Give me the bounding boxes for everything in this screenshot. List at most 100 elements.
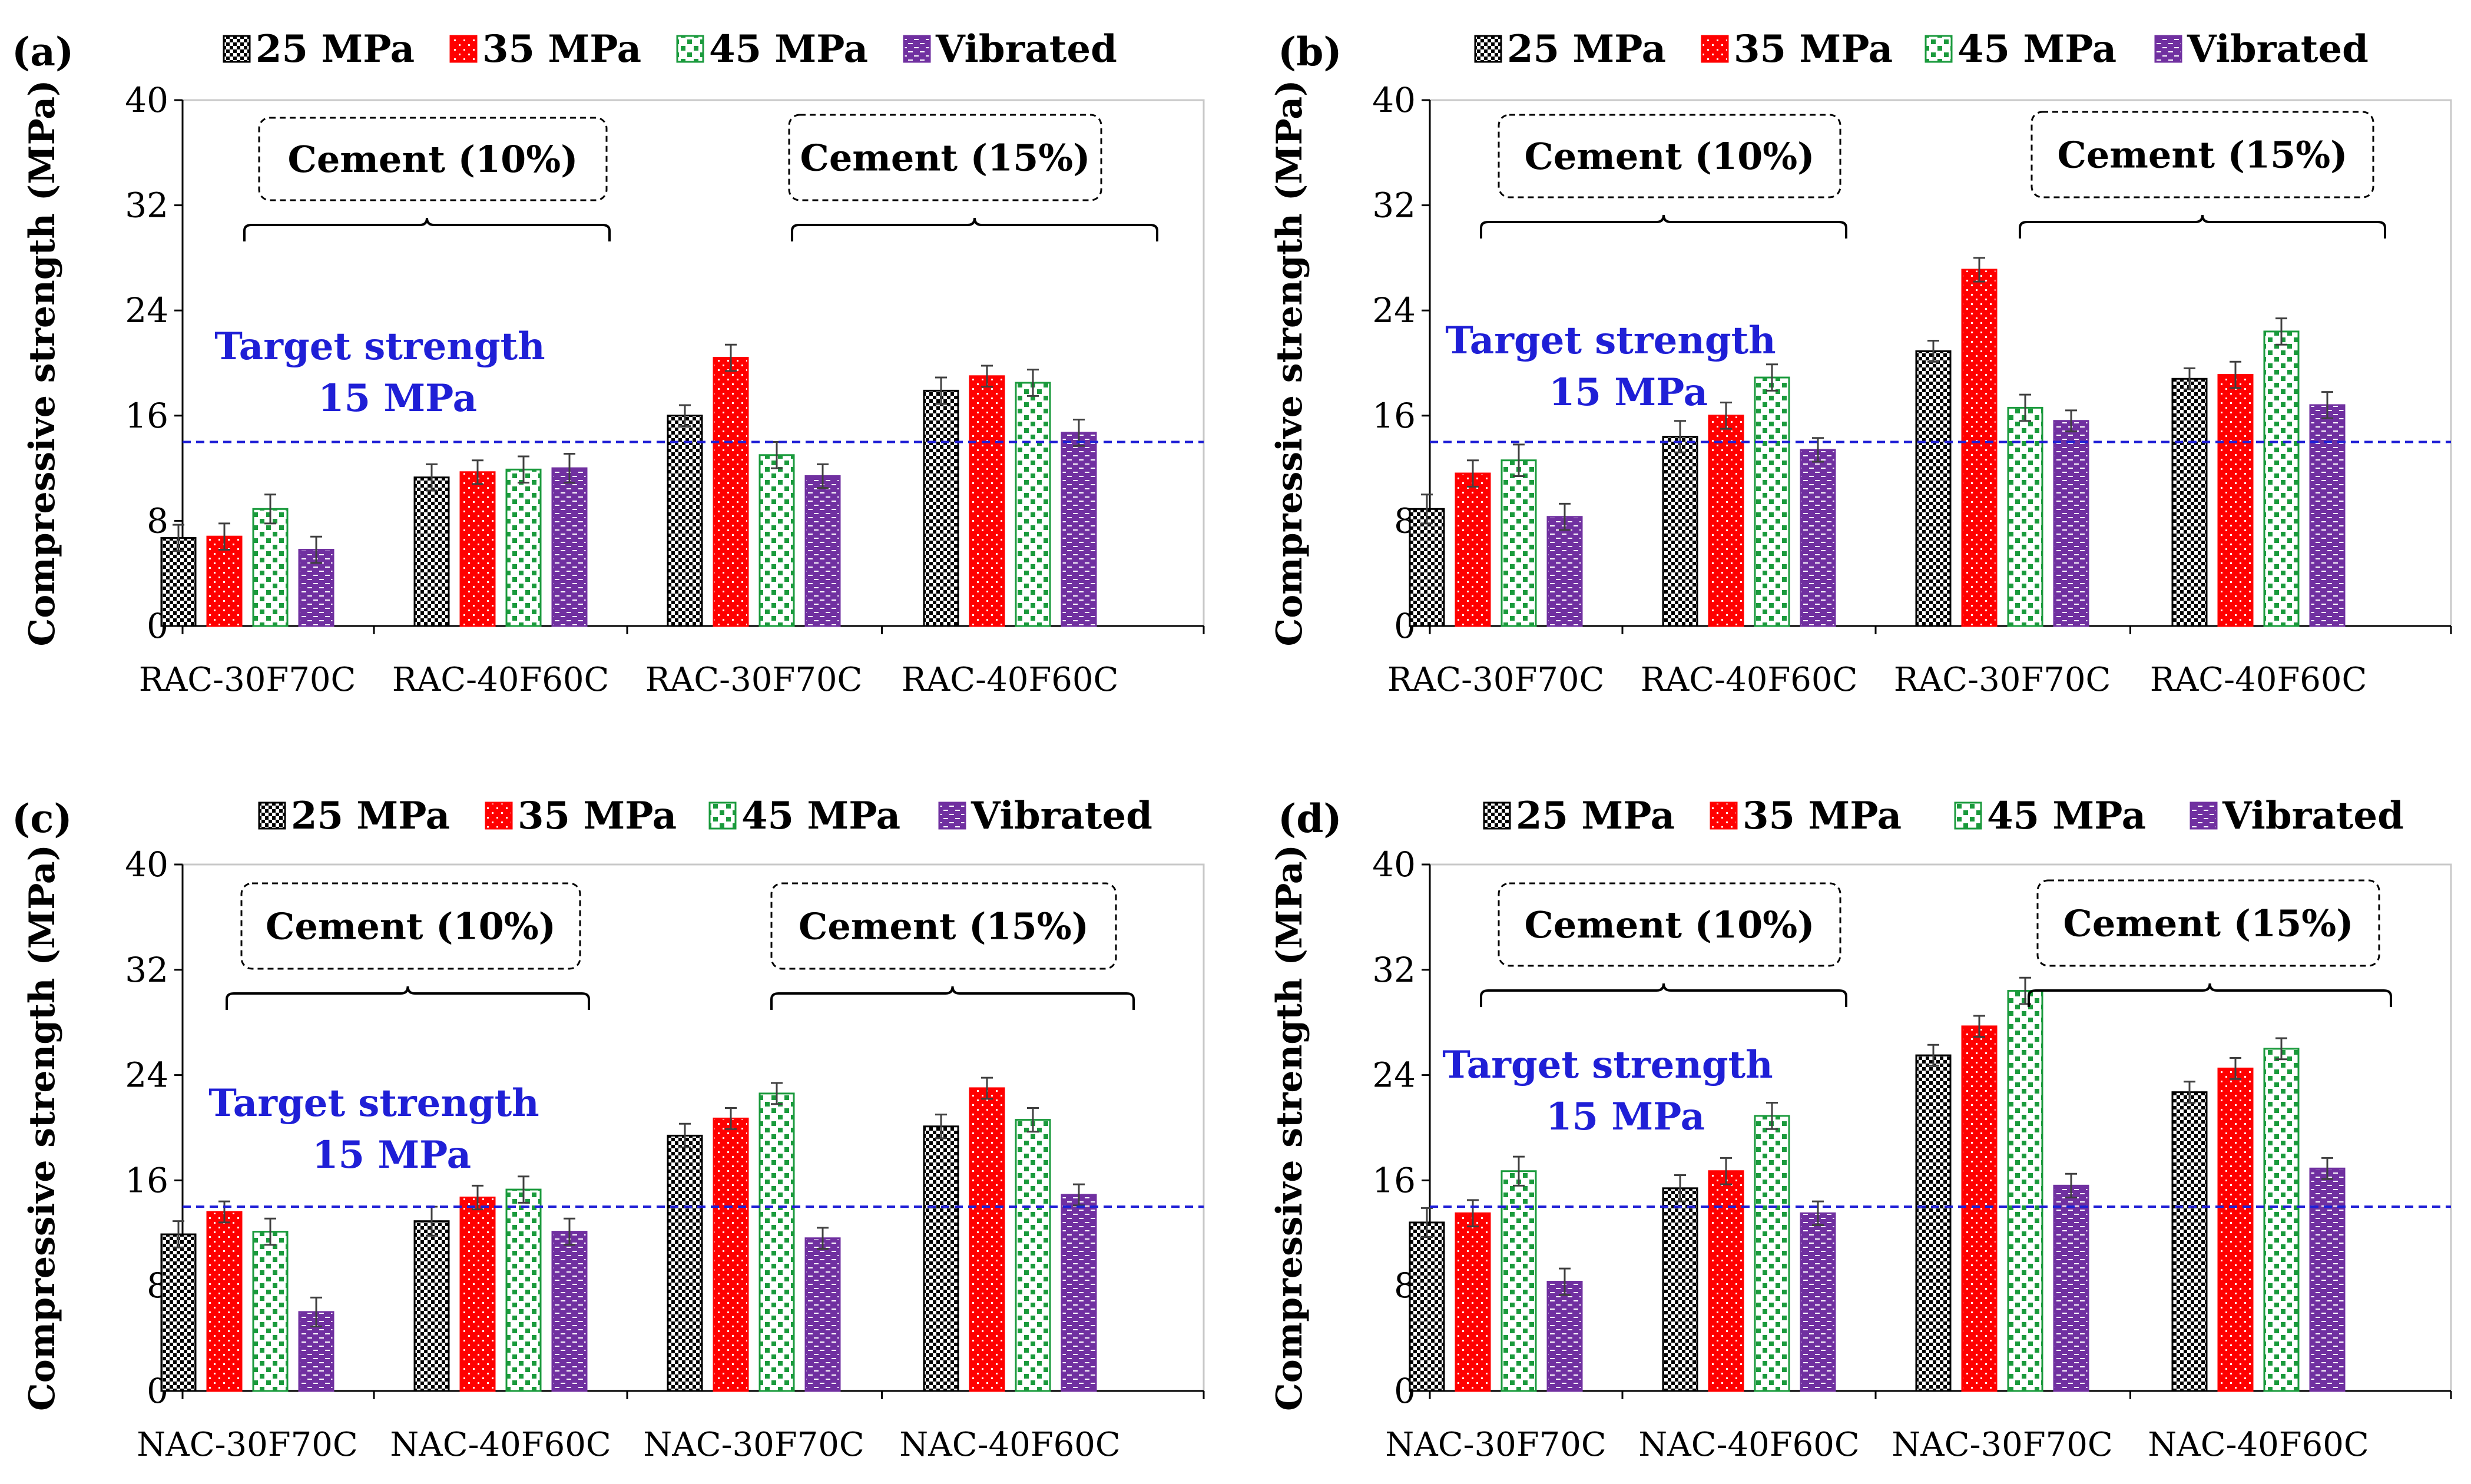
target-value-label: 15 MPa: [1546, 1095, 1705, 1139]
bar-25-mpa: [1662, 436, 1698, 627]
legend-swatch-1: [485, 801, 513, 830]
bar-45-mpa: [758, 454, 795, 627]
bar-vibrated: [551, 467, 588, 627]
y-tick-label: 24: [1372, 290, 1416, 330]
x-tick-label: RAC-30F70C: [645, 661, 863, 699]
bar-35-mpa: [1708, 415, 1744, 627]
legend-swatch-2: [676, 35, 704, 63]
bar-25-mpa: [1662, 1187, 1698, 1392]
legend-label: 45 MPa: [709, 27, 868, 71]
group-brace: [1480, 214, 1847, 238]
x-tick-label: RAC-40F60C: [392, 661, 610, 699]
bar-25-mpa: [160, 1233, 197, 1392]
x-tick-label: RAC-30F70C: [139, 661, 356, 699]
group-label: Cement (15%): [799, 905, 1089, 948]
y-tick-label: 40: [125, 844, 168, 885]
chart-panel-c: (c) 25 MPa 35 MPa 45 MPa Vibrated0816243240C…: [12, 794, 1205, 1464]
group-box: [1498, 882, 1841, 967]
target-value-label: 15 MPa: [312, 1133, 471, 1177]
bar-vibrated: [804, 1237, 841, 1392]
group-brace: [2028, 983, 2392, 1007]
y-tick-label: 40: [125, 80, 168, 120]
legend-label: 25 MPa: [1516, 794, 1675, 838]
x-tick-label: NAC-30F70C: [137, 1426, 357, 1464]
legend-label: 45 MPa: [741, 794, 900, 838]
group-brace: [1480, 983, 1847, 1007]
group-brace: [243, 217, 611, 241]
legend-label: Vibrated: [2187, 27, 2369, 71]
y-tick-label: 8: [147, 501, 168, 541]
x-tick-label: NAC-30F70C: [1385, 1426, 1606, 1464]
legend-swatch-0: [258, 801, 286, 830]
x-tick-label: NAC-40F60C: [899, 1426, 1120, 1464]
panel-label: (d): [1278, 796, 1342, 842]
x-tick-label: RAC-30F70C: [1387, 661, 1605, 699]
panel-label: (a): [12, 29, 74, 75]
y-tick-label: 32: [125, 186, 168, 226]
bar-25-mpa: [413, 1220, 450, 1392]
legend-label: 35 MPa: [1743, 794, 1902, 838]
bar-45-mpa: [1501, 459, 1537, 627]
bar-35-mpa: [1961, 1025, 1998, 1392]
bar-45-mpa: [2007, 990, 2043, 1392]
y-tick-label: 24: [1372, 1055, 1416, 1095]
legend-label: 35 MPa: [1734, 27, 1893, 71]
target-label: Target strength: [1442, 1043, 1773, 1087]
legend-swatch-1: [1701, 35, 1729, 63]
bar-45-mpa: [2007, 406, 2043, 627]
bar-35-mpa: [459, 1196, 496, 1392]
x-tick-label: NAC-40F60C: [390, 1426, 611, 1464]
bar-45-mpa: [1754, 376, 1790, 627]
bar-35-mpa: [206, 1211, 243, 1392]
y-axis-title: Compressive strength (MPa): [1269, 80, 1310, 647]
y-tick-label: 16: [1372, 1160, 1416, 1200]
bar-45-mpa: [2263, 1048, 2300, 1392]
bar-35-mpa: [1455, 472, 1491, 627]
legend-label: 25 MPa: [1507, 27, 1666, 71]
legend-label: 45 MPa: [1957, 27, 2116, 71]
bar-vibrated: [2309, 404, 2346, 627]
legend-swatch-3: [903, 35, 931, 63]
y-tick-label: 24: [125, 290, 168, 330]
group-label: Cement (15%): [2063, 902, 2353, 945]
bar-35-mpa: [1708, 1170, 1744, 1392]
y-axis-title: Compressive strength (MPa): [1269, 844, 1310, 1411]
group-label: Cement (10%): [287, 138, 578, 181]
target-value-label: 15 MPa: [1549, 370, 1708, 415]
legend-swatch-3: [938, 801, 966, 830]
bar-45-mpa: [505, 468, 542, 627]
legend-swatch-0: [1483, 801, 1511, 830]
bar-25-mpa: [2171, 377, 2208, 627]
bar-vibrated: [804, 475, 841, 627]
group-brace: [791, 217, 1158, 241]
bar-vibrated: [1061, 1194, 1097, 1392]
legend-swatch-2: [708, 801, 737, 830]
x-tick-label: NAC-30F70C: [643, 1426, 864, 1464]
x-tick-label: RAC-40F60C: [1641, 661, 1858, 699]
bar-35-mpa: [713, 357, 749, 627]
group-box: [2036, 879, 2380, 967]
x-tick-label: NAC-40F60C: [1638, 1426, 1859, 1464]
legend-label: Vibrated: [935, 27, 1117, 71]
bar-45-mpa: [252, 508, 289, 627]
bar-25-mpa: [1409, 508, 1445, 627]
bar-45-mpa: [252, 1231, 289, 1392]
y-axis-title: Compressive strength (MPa): [22, 844, 63, 1411]
bar-35-mpa: [1961, 269, 1998, 627]
group-box: [240, 882, 581, 970]
group-label: Cement (10%): [1524, 903, 1814, 946]
x-tick-label: RAC-40F60C: [2150, 661, 2367, 699]
target-label: Target strength: [214, 324, 545, 369]
bar-35-mpa: [969, 1087, 1005, 1392]
bar-vibrated: [2309, 1167, 2346, 1392]
group-label: Cement (10%): [266, 905, 556, 948]
bar-25-mpa: [1915, 1054, 1952, 1392]
legend-label: Vibrated: [970, 794, 1152, 838]
legend-label: 25 MPa: [256, 27, 415, 71]
legend-label: 35 MPa: [482, 27, 641, 71]
bar-25-mpa: [2171, 1091, 2208, 1392]
legend-swatch-3: [2154, 35, 2182, 63]
y-axis-title: Compressive strength (MPa): [22, 80, 63, 647]
bar-45-mpa: [2263, 330, 2300, 627]
chart-panel-b: (b) 25 MPa 35 MPa 45 MPa Vibrated0816243240C…: [1269, 27, 2452, 699]
